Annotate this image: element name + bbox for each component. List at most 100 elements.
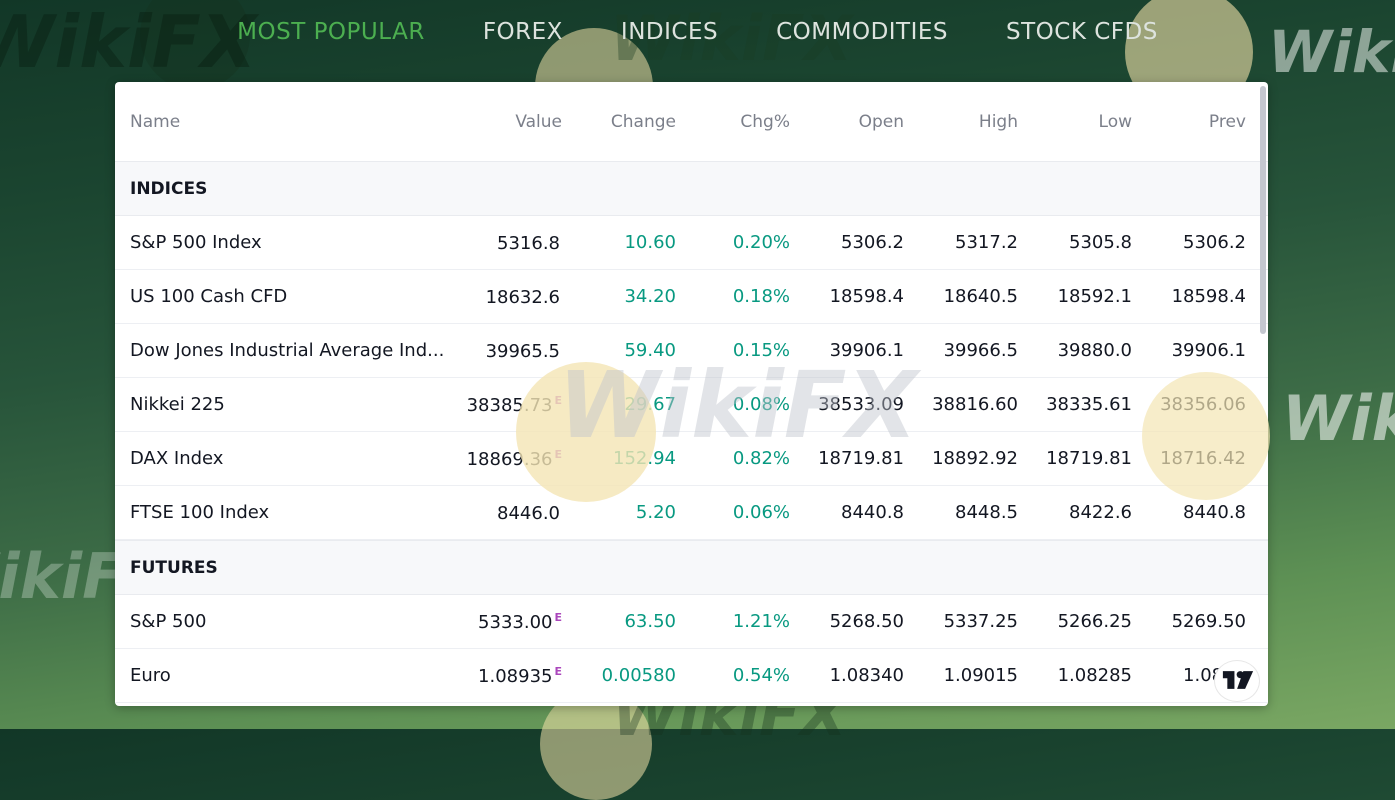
cell-chg-pct: 0.15% — [732, 340, 790, 361]
market-status-flag: E — [554, 664, 562, 678]
market-status-flag: E — [554, 393, 562, 407]
cell-prev: 18598.4 — [1171, 286, 1246, 307]
cell-value: 18869.36 E — [466, 447, 562, 470]
section-header-futures: FUTURES — [115, 540, 1268, 595]
cell-low: 5305.8 — [1069, 232, 1132, 253]
cell-low: 18719.81 — [1046, 448, 1132, 469]
table-row-nikkei-225[interactable]: Nikkei 225 38385.73 E 29.67 0.08% 38533.0… — [115, 378, 1268, 432]
symbol-name: S&P 500 Index — [130, 232, 262, 253]
column-header-value: Value — [515, 111, 562, 132]
tradingview-logo[interactable] — [1214, 658, 1262, 702]
cell-open: 38533.09 — [818, 394, 904, 415]
cell-high: 5317.2 — [955, 232, 1018, 253]
cell-change: 29.67 — [624, 394, 676, 415]
symbol-name: Dow Jones Industrial Average Ind... — [130, 340, 445, 361]
table-row-ftse-100[interactable]: FTSE 100 Index 8446.0 5.20 0.06% 8440.8 … — [115, 486, 1268, 540]
symbol-name: Euro — [130, 665, 171, 686]
cell-low: 5266.25 — [1057, 611, 1132, 632]
cell-chg-pct: 0.54% — [732, 665, 790, 686]
column-header-high: High — [978, 111, 1018, 132]
cell-change: 0.00580 — [601, 665, 676, 686]
cell-prev: 39906.1 — [1171, 340, 1246, 361]
cell-open: 39906.1 — [829, 340, 904, 361]
cell-high: 18892.92 — [932, 448, 1018, 469]
cell-value: 8446.0 — [497, 502, 560, 524]
cell-low: 8422.6 — [1069, 502, 1132, 523]
section-title: INDICES — [130, 178, 208, 199]
cell-high: 38816.60 — [932, 394, 1018, 415]
cell-prev: 8440.8 — [1183, 502, 1246, 523]
symbol-name: US 100 Cash CFD — [130, 286, 288, 307]
table-row-us100[interactable]: US 100 Cash CFD 18632.6 34.20 0.18% 1859… — [115, 270, 1268, 324]
cell-change: 63.50 — [624, 611, 676, 632]
symbol-name: Nikkei 225 — [130, 394, 225, 415]
cell-chg-pct: 0.18% — [732, 286, 790, 307]
cell-open: 8440.8 — [841, 502, 904, 523]
cell-value: 18632.6 — [485, 286, 560, 308]
market-status-flag: E — [554, 610, 562, 624]
cell-value: 39965.5 — [485, 340, 560, 362]
cell-open: 1.08340 — [829, 665, 904, 686]
tab-indices[interactable]: INDICES — [620, 19, 719, 45]
column-header-low: Low — [1098, 111, 1132, 132]
cell-low: 38335.61 — [1046, 394, 1132, 415]
cell-high: 8448.5 — [955, 502, 1018, 523]
tab-commodities[interactable]: COMMODITIES — [776, 19, 949, 45]
cell-value: 5316.8 — [497, 232, 560, 254]
tab-forex[interactable]: FOREX — [482, 19, 563, 45]
tab-most-popular[interactable]: MOST POPULAR — [237, 19, 425, 45]
symbol-name: DAX Index — [130, 448, 224, 469]
cell-change: 5.20 — [635, 502, 676, 523]
cell-prev: 38356.06 — [1160, 394, 1246, 415]
table-row-sp500-index[interactable]: S&P 500 Index 5316.8 10.60 0.20% 5306.2 … — [115, 216, 1268, 270]
market-quotes-widget: Name Value Change Chg% Open High Low Pre… — [115, 82, 1268, 706]
cell-chg-pct: 0.82% — [732, 448, 790, 469]
table-row-euro-future[interactable]: Euro 1.08935 E 0.00580 0.54% 1.08340 1.09… — [115, 649, 1268, 703]
cell-high: 1.09015 — [943, 665, 1018, 686]
tradingview-logo-icon — [1222, 671, 1254, 689]
column-header-open: Open — [858, 111, 904, 132]
cell-low: 1.08285 — [1057, 665, 1132, 686]
symbol-name: S&P 500 — [130, 611, 207, 632]
cell-high: 18640.5 — [943, 286, 1018, 307]
tradingview-logo-background — [1214, 660, 1260, 702]
cell-open: 18598.4 — [829, 286, 904, 307]
cell-prev: 5306.2 — [1183, 232, 1246, 253]
column-header-name: Name — [130, 111, 181, 132]
symbol-name: FTSE 100 Index — [130, 502, 270, 523]
cell-value: 5333.00 E — [478, 610, 562, 633]
cell-change: 10.60 — [624, 232, 676, 253]
cell-chg-pct: 1.21% — [732, 611, 790, 632]
scrollbar-thumb[interactable] — [1260, 86, 1266, 334]
table-row-sp500-future[interactable]: S&P 500 5333.00 E 63.50 1.21% 5268.50 533… — [115, 595, 1268, 649]
cell-value: 1.08935 E — [478, 664, 562, 687]
cell-open: 5268.50 — [829, 611, 904, 632]
cell-low: 18592.1 — [1057, 286, 1132, 307]
cell-prev: 18716.42 — [1160, 448, 1246, 469]
cell-prev: 5269.50 — [1171, 611, 1246, 632]
table-row-dow-jones[interactable]: Dow Jones Industrial Average Ind... 3996… — [115, 324, 1268, 378]
cell-change: 34.20 — [624, 286, 676, 307]
column-header-prev: Prev — [1208, 111, 1246, 132]
table-row-dax-index[interactable]: DAX Index 18869.36 E 152.94 0.82% 18719.8… — [115, 432, 1268, 486]
cell-change: 152.94 — [613, 448, 676, 469]
cell-chg-pct: 0.06% — [732, 502, 790, 523]
cell-change: 59.40 — [624, 340, 676, 361]
market-status-flag: E — [554, 447, 562, 461]
column-header-chg-pct: Chg% — [740, 111, 790, 132]
cell-chg-pct: 0.20% — [732, 232, 790, 253]
cell-value: 38385.73 E — [466, 393, 562, 416]
cell-open: 18719.81 — [818, 448, 904, 469]
cell-chg-pct: 0.08% — [732, 394, 790, 415]
section-title: FUTURES — [130, 557, 218, 578]
section-header-indices: INDICES — [115, 161, 1268, 216]
cell-high: 39966.5 — [943, 340, 1018, 361]
tab-stock-cfds[interactable]: STOCK CFDS — [1006, 19, 1158, 45]
market-tabs: MOST POPULAR FOREX INDICES COMMODITIES S… — [0, 0, 1395, 64]
cell-high: 5337.25 — [943, 611, 1018, 632]
cell-low: 39880.0 — [1057, 340, 1132, 361]
cell-open: 5306.2 — [841, 232, 904, 253]
wikifx-watermark: WikiF — [1282, 382, 1395, 455]
table-header-row: Name Value Change Chg% Open High Low Pre… — [115, 82, 1268, 161]
column-header-change: Change — [610, 111, 676, 132]
